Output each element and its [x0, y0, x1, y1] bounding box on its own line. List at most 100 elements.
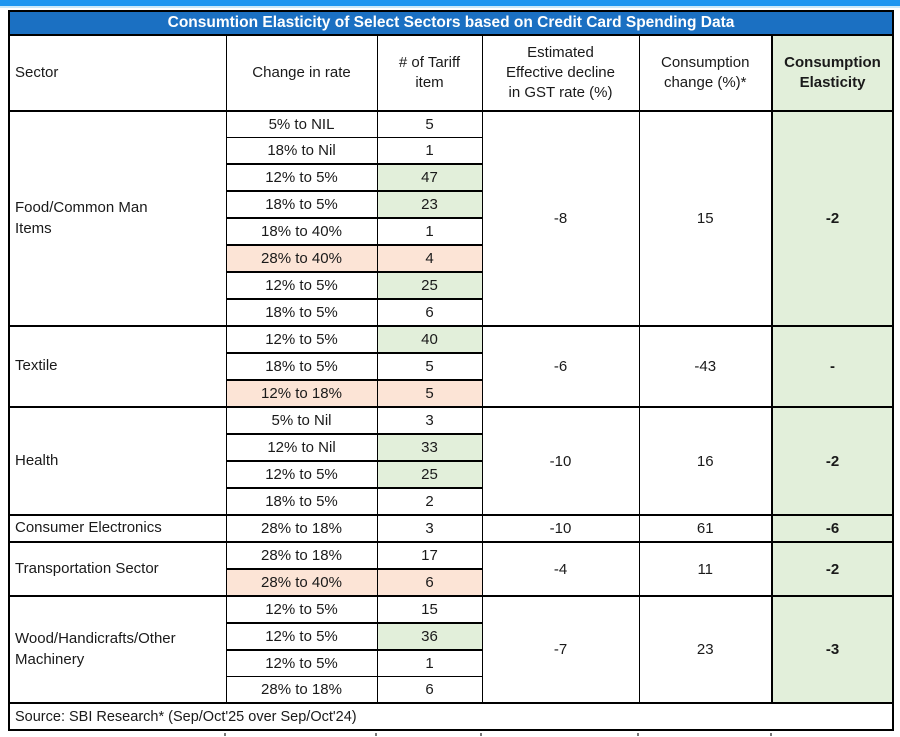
tick-mark: [480, 733, 482, 736]
rate-cell: 28% to 40%: [225, 244, 378, 273]
table-row: Consumer Electronics 28% to 18% 3 -10 61…: [8, 514, 894, 543]
header-consumption-change: Consumption change (%)*: [638, 34, 773, 112]
tariff-count-cell: 6: [376, 568, 483, 597]
rate-cell: 28% to 18%: [225, 541, 378, 570]
rate-cell: 12% to 5%: [225, 460, 378, 489]
sector-name-cell: Food/Common Man Items: [8, 110, 227, 327]
tariff-count-cell: 17: [376, 541, 483, 570]
tariff-count-cell: 47: [376, 163, 483, 192]
consumption-change-cell: -43: [638, 325, 773, 408]
rate-cell: 18% to Nil: [225, 137, 378, 165]
tariff-count-cell: 1: [376, 137, 483, 165]
tariff-count-cell: 3: [376, 514, 483, 543]
table-row: 12% to 5% 36: [9, 622, 893, 651]
tariff-count-cell: 40: [376, 325, 483, 354]
header-tariff-items: # of Tariff item: [376, 34, 483, 112]
table-row: Wood/Handicrafts/Other Machinery 12% to …: [8, 595, 894, 704]
elasticity-cell: -2: [771, 541, 894, 597]
elasticity-cell: -2: [771, 406, 894, 516]
table-row: 12% to 5% 25: [9, 460, 893, 489]
tariff-count-cell: 6: [376, 298, 483, 327]
gst-decline-cell: -7: [481, 595, 640, 704]
header-change-in-rate: Change in rate: [225, 34, 378, 112]
consumption-change-cell: 11: [638, 541, 773, 597]
rate-cell: 12% to 5%: [225, 163, 378, 192]
tariff-count-cell: 5: [376, 379, 483, 408]
rate-cell: 28% to 40%: [225, 568, 378, 597]
gst-decline-cell: -6: [481, 325, 640, 408]
table-row: 18% to 5% 2: [9, 487, 893, 516]
table-row: 12% to 5% 47: [9, 163, 893, 192]
rate-cell: 12% to 5%: [225, 649, 378, 677]
sector-name-cell: Consumer Electronics: [8, 514, 227, 543]
table-row: Textile 12% to 5% 40 -6 -43 -: [8, 325, 894, 408]
tariff-count-cell: 1: [376, 649, 483, 677]
top-light-strip: [0, 6, 900, 8]
tariff-count-cell: 23: [376, 190, 483, 219]
elasticity-cell: -6: [771, 514, 894, 543]
tariff-count-cell: 3: [376, 406, 483, 435]
header-gst-decline: Estimated Effective decline in GST rate …: [481, 34, 640, 112]
tariff-count-cell: 5: [376, 110, 483, 138]
table-row: 18% to 40% 1: [9, 217, 893, 246]
rate-cell: 18% to 5%: [225, 487, 378, 516]
tariff-count-cell: 15: [376, 595, 483, 624]
rate-cell: 12% to Nil: [225, 433, 378, 462]
table-row: 12% to Nil 33: [9, 433, 893, 462]
table-row: 18% to Nil 1: [9, 137, 893, 165]
tick-mark: [770, 733, 772, 736]
table-row: 28% to 40% 4: [9, 244, 893, 273]
rate-cell: 18% to 5%: [225, 298, 378, 327]
sector-name-cell: Wood/Handicrafts/Other Machinery: [8, 595, 227, 704]
table-title: Consumtion Elasticity of Select Sectors …: [8, 10, 894, 36]
header-sector: Sector: [8, 34, 227, 112]
rate-cell: 5% to Nil: [225, 406, 378, 435]
tariff-count-cell: 25: [376, 460, 483, 489]
sector-name-cell: Textile: [8, 325, 227, 408]
sector-name-cell: Health: [8, 406, 227, 516]
title-row: Consumtion Elasticity of Select Sectors …: [8, 10, 894, 36]
rate-cell: 12% to 5%: [225, 595, 378, 624]
elasticity-cell: -: [771, 325, 894, 408]
tariff-count-cell: 25: [376, 271, 483, 300]
tick-mark: [637, 733, 639, 736]
rate-cell: 18% to 5%: [225, 190, 378, 219]
tick-mark: [224, 733, 226, 736]
tariff-count-cell: 2: [376, 487, 483, 516]
rate-cell: 18% to 40%: [225, 217, 378, 246]
tariff-count-cell: 6: [376, 676, 483, 704]
rate-cell: 12% to 5%: [225, 622, 378, 651]
table-row: 12% to 5% 25: [9, 271, 893, 300]
tick-mark: [375, 733, 377, 736]
table-row: 28% to 40% 6: [9, 568, 893, 597]
table-row: 18% to 5% 23: [9, 190, 893, 219]
tariff-count-cell: 33: [376, 433, 483, 462]
table-row: 12% to 18% 5: [9, 379, 893, 408]
top-blue-strip: [0, 0, 900, 6]
consumption-change-cell: 16: [638, 406, 773, 516]
gst-decline-cell: -4: [481, 541, 640, 597]
elasticity-cell: -2: [771, 110, 894, 327]
gst-decline-cell: -10: [481, 406, 640, 516]
rate-cell: 5% to NIL: [225, 110, 378, 138]
tariff-count-cell: 5: [376, 352, 483, 381]
elasticity-cell: -3: [771, 595, 894, 704]
sector-name-cell: Transportation Sector: [8, 541, 227, 597]
rate-cell: 12% to 5%: [225, 325, 378, 354]
tariff-count-cell: 1: [376, 217, 483, 246]
gst-decline-cell: -8: [481, 110, 640, 327]
consumption-change-cell: 15: [638, 110, 773, 327]
header-row: Sector Change in rate # of Tariff item E…: [8, 34, 894, 112]
consumption-elasticity-table: Consumtion Elasticity of Select Sectors …: [8, 10, 894, 731]
table-row: Transportation Sector 28% to 18% 17 -4 1…: [8, 541, 894, 597]
table-row: Health 5% to Nil 3 -10 16 -2: [8, 406, 894, 516]
rate-cell: 12% to 18%: [225, 379, 378, 408]
bottom-tick-marks: [8, 731, 892, 737]
rate-cell: 28% to 18%: [225, 514, 378, 543]
consumption-change-cell: 61: [638, 514, 773, 543]
rate-cell: 28% to 18%: [225, 676, 378, 704]
table-row: Food/Common Man Items 5% to NIL 5 -8 15 …: [8, 110, 894, 327]
table-row: 12% to 5% 1: [9, 649, 893, 677]
tariff-count-cell: 4: [376, 244, 483, 273]
gst-decline-cell: -10: [481, 514, 640, 543]
